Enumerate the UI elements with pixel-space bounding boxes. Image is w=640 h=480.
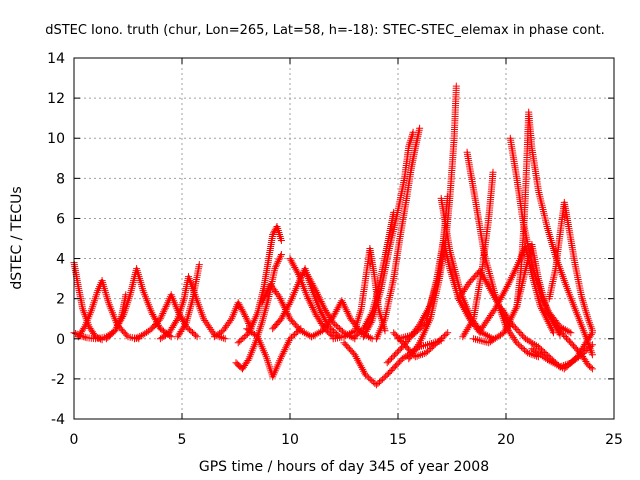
series-markers <box>541 305 596 373</box>
x-tick-label: 25 <box>605 432 623 448</box>
series-8 <box>210 299 255 341</box>
y-tick-label: 0 <box>56 332 65 348</box>
plot-frame <box>73 57 615 420</box>
series-markers <box>286 255 337 341</box>
y-tick-label: 2 <box>56 292 65 308</box>
series-markers <box>210 299 255 341</box>
y-tick-label: 8 <box>56 171 65 187</box>
series-33 <box>506 134 575 337</box>
series-3 <box>74 277 143 343</box>
series-markers <box>131 291 201 343</box>
series-4 <box>102 265 175 343</box>
series-markers <box>156 273 229 343</box>
series-17 <box>329 245 389 343</box>
series-21 <box>372 124 424 343</box>
x-tick-label: 10 <box>281 432 299 448</box>
series-35 <box>545 198 596 335</box>
series-markers <box>243 325 305 381</box>
series-markers <box>329 245 389 343</box>
data-series <box>70 82 596 389</box>
y-tick-label: 12 <box>47 91 65 107</box>
series-5 <box>131 291 201 343</box>
series-29 <box>459 168 497 341</box>
x-tick-label: 15 <box>389 432 407 448</box>
series-markers <box>459 168 497 341</box>
y-tick-label: 14 <box>47 51 65 67</box>
series-markers <box>359 128 417 341</box>
y-tick-label: -2 <box>51 372 65 388</box>
y-tick-label: 10 <box>47 131 65 147</box>
series-20 <box>359 128 417 341</box>
series-markers <box>102 265 175 343</box>
series-6 <box>156 273 229 343</box>
series-markers <box>74 277 143 343</box>
series-markers <box>506 134 575 337</box>
y-tick-label: -4 <box>51 412 65 428</box>
y-tick-label: 4 <box>56 252 65 268</box>
x-tick-label: 20 <box>497 432 515 448</box>
x-axis-label: GPS time / hours of day 345 of year 2008 <box>199 459 489 475</box>
x-tick-label: 5 <box>178 432 187 448</box>
chart-title: dSTEC Iono. truth (chur, Lon=265, Lat=58… <box>45 23 605 38</box>
axis-ticks: 0 5 10 15 20 25 -4 -2 0 2 4 6 8 10 12 14 <box>47 51 623 448</box>
x-tick-label: 0 <box>70 432 79 448</box>
y-tick-label: 6 <box>56 211 65 227</box>
series-markers <box>372 124 424 343</box>
series-37 <box>541 305 596 373</box>
y-axis-label: dSTEC / TECUs <box>9 186 25 289</box>
series-markers <box>174 261 203 341</box>
series-14 <box>286 255 337 341</box>
series-7 <box>174 261 203 341</box>
series-markers <box>545 198 596 335</box>
series-11 <box>243 325 305 381</box>
